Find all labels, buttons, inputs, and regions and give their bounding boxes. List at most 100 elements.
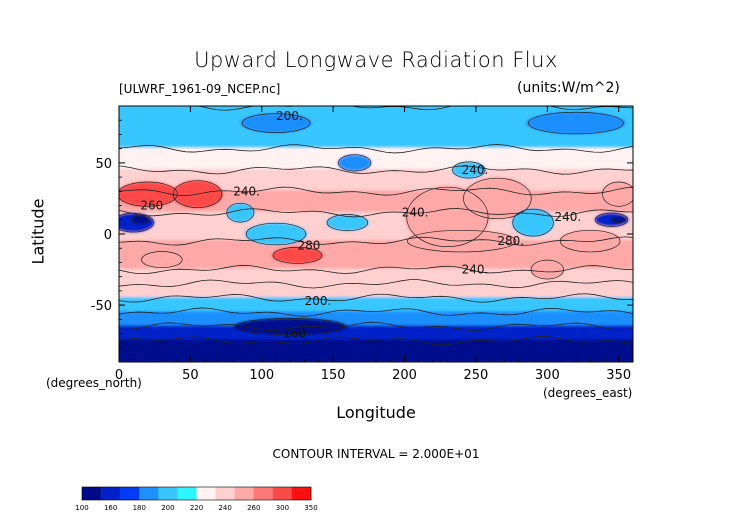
band-8: [119, 297, 633, 314]
contour-line-4: [119, 208, 633, 218]
feature-contour-13: [559, 229, 621, 253]
y-tick-label-0: -50: [91, 299, 112, 314]
colorbar-label-8: 350: [304, 504, 317, 512]
contour-line-10: [119, 321, 633, 331]
contour-label-7: 280.: [497, 234, 524, 248]
y-tick-label-2: 50: [95, 157, 112, 172]
contour-label-1: 240.: [462, 163, 489, 177]
feature-4: [271, 246, 324, 264]
colorbar-swatch-2: [120, 487, 140, 500]
feature-contour-5: [141, 251, 183, 269]
x-tick-label-6: 300: [535, 368, 560, 383]
feature-5: [140, 251, 184, 269]
feature-contour-19: [452, 161, 486, 179]
contour-line-5: [119, 236, 633, 246]
feature-contour-8: [326, 214, 369, 232]
feature-15: [594, 212, 629, 227]
feature-contour-3: [131, 215, 149, 225]
y-axis-unit: (degrees_north): [46, 376, 142, 390]
contour-labels: 200. 240. 260 240. 240. 240. 280 280. 240. 200. 16…: [140, 109, 581, 341]
plot-area: [119, 106, 633, 362]
band-11: [119, 339, 633, 362]
colorbar-swatch-6: [196, 487, 216, 500]
feature-contour-9: [406, 186, 489, 248]
feature-17: [511, 208, 555, 237]
file-label: [ULWRF_1961-09_NCEP.nc]: [119, 82, 281, 96]
contour-line-7: [119, 279, 633, 289]
band-6: [119, 268, 633, 285]
colorbar-label-5: 240: [218, 504, 231, 512]
feature-contour-0: [119, 181, 178, 207]
colorbar-swatch-8: [234, 487, 255, 500]
colorbar-swatch-3: [139, 487, 159, 500]
band-1: [119, 147, 633, 171]
contour-label-2: 260: [140, 199, 163, 213]
feature-22: [233, 317, 348, 335]
contour-line-3: [119, 186, 633, 196]
feature-18: [337, 154, 372, 172]
contour-interval-note: CONTOUR INTERVAL = 2.000E+01: [272, 447, 480, 461]
colorbar-label-1: 160: [104, 504, 117, 512]
x-tick-label-4: 200: [392, 368, 417, 383]
feature-contour-10: [463, 177, 532, 220]
y-axis: -50 0 50: [91, 105, 633, 363]
feature-contour-1: [172, 180, 223, 209]
feature-contour-11: [407, 229, 517, 253]
contour-line-11: [119, 336, 633, 346]
colorbar-label-2: 180: [133, 504, 146, 512]
colorbar-label-4: 220: [190, 504, 203, 512]
x-tick-label-2: 100: [249, 368, 274, 383]
feature-contour-17: [512, 208, 554, 237]
chart-title: Upward Longwave Radiation Flux: [194, 48, 558, 72]
units-label: (units:W/m^2): [517, 80, 620, 96]
colorbar-swatch-11: [291, 487, 312, 500]
contour-label-6: 280: [297, 238, 320, 252]
contour-lines: [119, 106, 633, 346]
colorbar-swatch-5: [177, 487, 197, 500]
feature-8: [326, 214, 369, 232]
feature-contour-14: [602, 181, 633, 207]
contour-line-0: [152, 106, 633, 111]
x-axis-label: Longitude: [336, 403, 416, 422]
feature-contour-7: [226, 202, 255, 223]
contour-line-2: [119, 165, 633, 175]
contour-label-10: 160: [283, 327, 306, 341]
feature-contour-12: [530, 259, 564, 280]
feature-contour-6: [245, 222, 307, 246]
colorbar-swatch-10: [272, 487, 293, 500]
x-axis-unit: (degrees_east): [543, 386, 633, 400]
contour-label-9: 200.: [305, 294, 332, 308]
x-tick-label-1: 50: [182, 368, 199, 383]
feature-contour-4: [272, 246, 323, 264]
contour-line-6: [119, 264, 633, 275]
colorbar-label-3: 200: [161, 504, 174, 512]
colorbar-swatch-4: [158, 487, 178, 500]
contour-line-9: [119, 307, 633, 317]
contour-label-3: 240.: [233, 184, 260, 198]
colorbar-swatch-0: [82, 487, 102, 500]
colorbar-swatch-1: [101, 487, 121, 500]
feature-contour-22: [235, 317, 345, 335]
colorbar-swatch-7: [215, 487, 235, 500]
feature-contour-15: [594, 212, 629, 227]
colorbar-label-7: 300: [276, 504, 289, 512]
feature-16: [611, 216, 626, 223]
feature-10: [461, 177, 534, 220]
x-tick-label-7: 350: [606, 368, 631, 383]
feature-7: [226, 202, 255, 223]
contour-line-1: [119, 144, 633, 154]
feature-contour-16: [611, 216, 626, 223]
feature-20: [240, 113, 312, 134]
x-tick-label-5: 250: [464, 368, 489, 383]
field-layer: [119, 106, 633, 362]
feature-19: [451, 161, 486, 179]
x-tick-label-3: 150: [321, 368, 346, 383]
feature-contour-18: [337, 154, 372, 172]
feature-contour-20: [241, 113, 311, 133]
colorbar-label-0: 100: [75, 504, 88, 512]
y-tick-label-1: 0: [104, 228, 112, 243]
band-10: [119, 325, 633, 342]
colorbar-swatch-9: [253, 487, 274, 500]
feature-contour-21: [528, 111, 624, 135]
x-tick-label-0: 0: [115, 368, 123, 383]
